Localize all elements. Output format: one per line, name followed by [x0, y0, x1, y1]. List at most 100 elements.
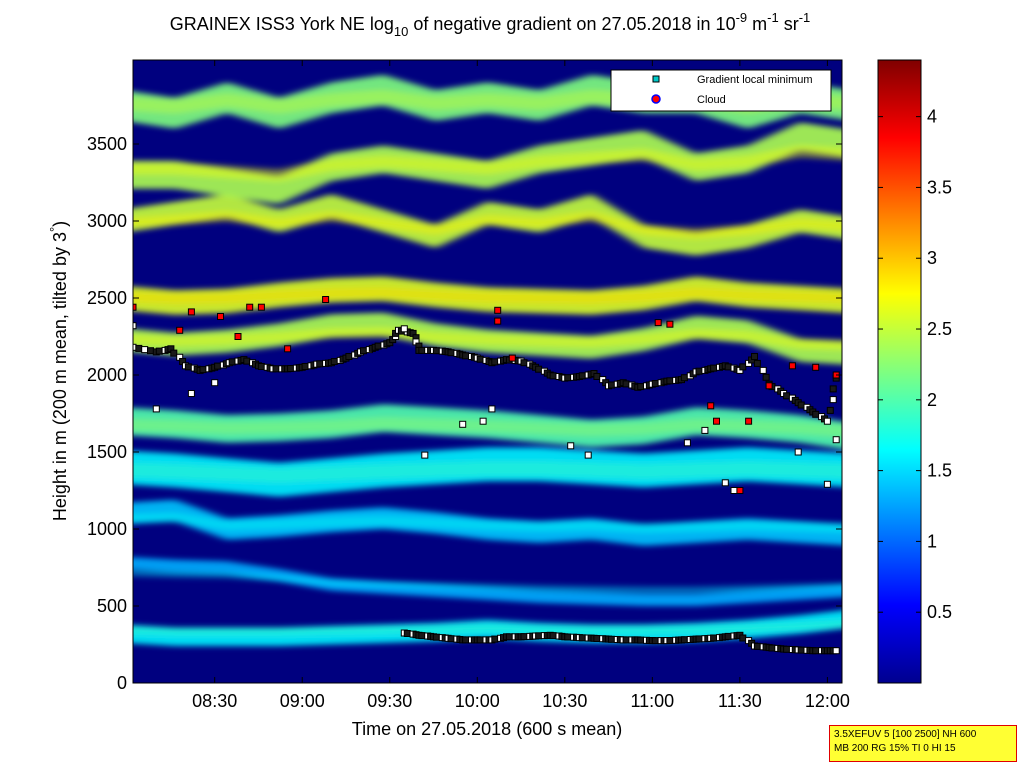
local-min-marker	[421, 451, 429, 459]
x-tick-label: 09:00	[280, 691, 325, 711]
local-min-marker	[608, 381, 615, 389]
settings-line-1: 3.5XEFUV 5 [100 2500] NH 600	[834, 729, 977, 740]
heat-band-core	[133, 211, 842, 239]
heat-band-core	[133, 512, 842, 534]
colorbar-tick-label: 1.5	[927, 461, 952, 481]
local-min-marker	[578, 634, 586, 642]
local-min-marker	[759, 366, 767, 374]
local-min-marker	[622, 380, 630, 388]
legend-local-min-marker	[652, 75, 660, 83]
local-min-marker	[287, 365, 295, 372]
cloud-marker	[666, 320, 674, 328]
colorbar: 0.5 1 1.5 2 2.5 3 3.5 4	[877, 59, 952, 684]
local-min-marker	[637, 636, 645, 644]
y-tick-label: 1000	[87, 519, 127, 539]
local-min-marker	[211, 379, 219, 387]
local-min-marker	[418, 632, 426, 640]
local-min-marker	[549, 632, 557, 640]
local-min-marker	[593, 635, 601, 642]
local-min-marker	[272, 365, 280, 373]
local-min-marker	[418, 346, 426, 354]
local-min-marker	[479, 417, 487, 425]
y-tick-label: 1500	[87, 442, 127, 462]
x-tick-label: 12:00	[805, 691, 850, 711]
cloud-marker	[284, 345, 292, 353]
x-axis: 08:30 09:00 09:30 10:00 10:30 11:00 11:30 12:00	[192, 60, 850, 711]
heat-band-core	[133, 570, 842, 593]
local-min-marker	[374, 342, 382, 350]
colorbar-gradient	[877, 59, 922, 684]
heat-band-core	[133, 327, 842, 351]
plot-frame	[132, 59, 843, 684]
local-min-marker	[447, 349, 455, 357]
heat-band-core	[133, 460, 842, 484]
local-min-marker	[608, 635, 615, 643]
local-min-marker	[730, 487, 738, 494]
local-min-marker	[739, 634, 747, 642]
local-min-marker	[432, 633, 440, 641]
legend-cloud-marker	[651, 94, 661, 104]
local-min-marker	[832, 647, 840, 655]
local-min-marker	[783, 392, 791, 400]
local-min-marker	[476, 355, 484, 363]
y-tick-label: 2500	[87, 288, 127, 308]
cloud-marker	[494, 317, 502, 325]
local-min-marker	[345, 353, 353, 360]
local-min-marker	[459, 420, 467, 428]
y-tick-label: 3500	[87, 134, 127, 154]
x-tick-label: 09:30	[367, 691, 412, 711]
x-tick-label: 10:30	[542, 691, 587, 711]
local-min-marker	[823, 480, 831, 488]
local-min-marker	[133, 322, 137, 330]
local-min-marker	[400, 325, 408, 333]
cloud-marker	[765, 382, 773, 390]
local-min-marker	[432, 347, 440, 355]
y-axis-label: Height in m (200 m mean, tilted by 3°)	[47, 221, 70, 521]
colorbar-tick-label: 2.5	[927, 319, 952, 339]
local-min-marker	[829, 396, 837, 404]
colorbar-tick-label: 0.5	[927, 602, 952, 622]
plot-area	[132, 59, 843, 684]
cloud-marker	[257, 303, 265, 311]
local-min-marker	[829, 385, 837, 393]
local-min-marker	[488, 405, 496, 413]
cloud-marker	[187, 308, 195, 316]
heat-band	[133, 194, 842, 256]
settings-annotation: 3.5XEFUV 5 [100 2500] NH 600 MB 200 RG 1…	[829, 725, 1017, 762]
heat-band-core	[133, 619, 842, 636]
local-min-marker	[832, 436, 840, 444]
legend: Gradient local minimum Cloud	[610, 69, 832, 112]
local-min-marker	[155, 347, 163, 355]
settings-line-2: MB 200 RG 15% TI 0 HI 15	[834, 743, 956, 754]
cloud-marker	[176, 326, 184, 334]
local-min-marker	[228, 358, 236, 366]
colorbar-tick-label: 4	[927, 107, 937, 127]
local-min-marker	[683, 439, 691, 447]
local-min-marker	[823, 417, 831, 425]
y-tick-label: 3000	[87, 211, 127, 231]
local-min-marker	[152, 405, 160, 413]
heat-band	[133, 557, 842, 606]
colorbar-tick-label: 3.5	[927, 177, 952, 197]
cloud-marker	[654, 319, 662, 327]
local-min-marker	[520, 633, 528, 641]
local-min-marker	[535, 632, 543, 640]
local-min-marker	[567, 442, 575, 450]
local-min-marker	[187, 390, 195, 397]
local-min-marker	[753, 359, 761, 367]
local-min-marker	[666, 637, 674, 644]
legend-box	[610, 69, 832, 112]
local-min-marker	[637, 383, 645, 391]
cloud-marker	[745, 417, 753, 425]
colorbar-tick-label: 1	[927, 531, 937, 551]
cloud-marker	[812, 363, 820, 371]
local-min-marker	[695, 635, 703, 643]
local-min-marker	[330, 358, 338, 365]
local-min-marker	[360, 347, 367, 355]
legend-cloud-label: Cloud	[697, 94, 726, 106]
local-min-marker	[753, 642, 761, 650]
cloud-marker	[713, 417, 720, 425]
local-min-marker	[491, 635, 499, 643]
local-min-marker	[147, 347, 154, 355]
